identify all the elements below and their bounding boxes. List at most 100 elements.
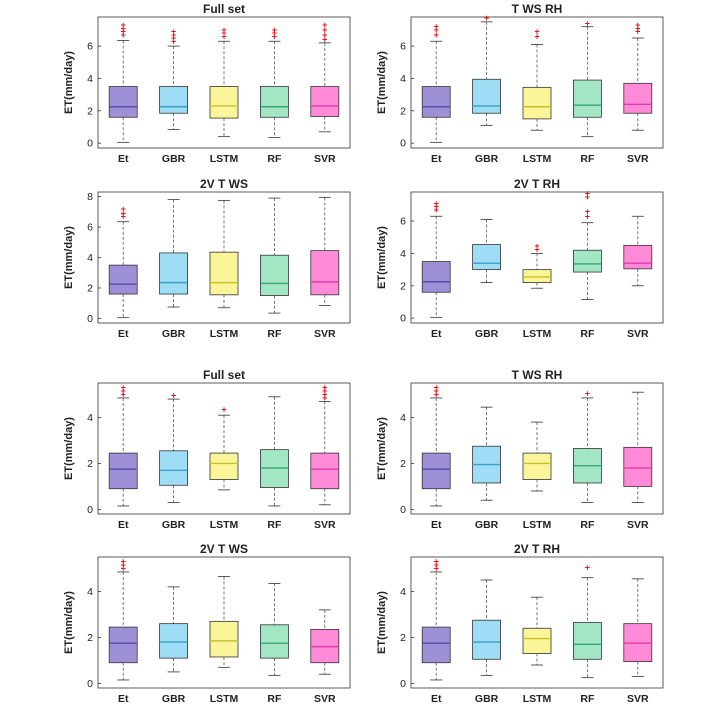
panel-title: Full set bbox=[203, 368, 245, 382]
panel-title: Full set bbox=[203, 2, 245, 16]
y-tick-label: 4 bbox=[87, 252, 93, 264]
outlier-marker: + bbox=[585, 562, 590, 572]
y-axis-label: ET(mm/day) bbox=[63, 591, 75, 654]
iqr-box bbox=[209, 620, 239, 658]
iqr-box bbox=[623, 244, 653, 270]
iqr-box bbox=[310, 452, 340, 490]
box-svr bbox=[623, 578, 653, 677]
x-tick-label: LSTM bbox=[523, 153, 552, 165]
iqr-box bbox=[209, 86, 239, 119]
outlier-marker: + bbox=[171, 36, 176, 46]
outlier-marker: + bbox=[121, 383, 126, 393]
plot-frame bbox=[410, 556, 664, 689]
outlier-marker: + bbox=[322, 25, 327, 35]
y-tick-label: 0 bbox=[400, 313, 406, 325]
outlier-marker: + bbox=[221, 404, 226, 414]
y-axis-label: ET(mm/day) bbox=[63, 226, 75, 289]
x-tick-label: LSTM bbox=[523, 328, 552, 340]
x-tick-label: LSTM bbox=[210, 693, 239, 705]
outlier-marker: + bbox=[635, 23, 640, 33]
outlier-marker: + bbox=[434, 205, 439, 215]
iqr-box bbox=[310, 250, 340, 296]
x-tick-label: GBR bbox=[162, 328, 186, 340]
box-rf: +++ bbox=[259, 25, 289, 138]
x-tick-label: RF bbox=[580, 328, 595, 340]
outlier-marker: + bbox=[534, 27, 539, 37]
y-tick-label: 2 bbox=[400, 632, 406, 644]
iqr-box bbox=[108, 626, 138, 664]
y-axis-label: ET(mm/day) bbox=[376, 51, 388, 114]
iqr-box bbox=[573, 79, 602, 118]
iqr-box bbox=[472, 244, 502, 271]
iqr-box bbox=[522, 452, 552, 480]
iqr-box bbox=[259, 86, 289, 118]
y-tick-label: 6 bbox=[87, 41, 93, 53]
x-tick-label: GBR bbox=[162, 519, 186, 531]
iqr-box bbox=[623, 446, 653, 487]
panel-2: T WS RH0246ET(mm/day)+++Et+GBR++LSTM+RF+… bbox=[376, 2, 664, 165]
box-et: +++ bbox=[108, 557, 138, 681]
y-tick-label: 2 bbox=[87, 458, 93, 470]
box-et: +++ bbox=[108, 383, 138, 507]
x-tick-label: SVR bbox=[627, 153, 649, 165]
x-tick-label: RF bbox=[267, 153, 282, 165]
box-et: +++ bbox=[421, 198, 451, 318]
x-tick-label: Et bbox=[118, 328, 129, 340]
outlier-marker: + bbox=[434, 386, 439, 396]
iqr-box bbox=[472, 78, 502, 114]
y-tick-label: 2 bbox=[87, 282, 93, 294]
iqr-box bbox=[522, 627, 552, 654]
outlier-marker: + bbox=[585, 192, 590, 202]
outlier-marker: + bbox=[434, 383, 439, 393]
panel-title: 2V T WS bbox=[200, 177, 248, 191]
x-tick-label: GBR bbox=[475, 693, 499, 705]
outlier-marker: + bbox=[171, 30, 176, 40]
iqr-box bbox=[623, 82, 653, 114]
outlier-marker: + bbox=[221, 28, 226, 38]
iqr-box bbox=[209, 251, 239, 296]
outlier-marker: + bbox=[272, 28, 277, 38]
outlier-marker: + bbox=[434, 563, 439, 573]
x-tick-label: SVR bbox=[314, 153, 336, 165]
box-svr bbox=[623, 391, 653, 503]
x-tick-label: Et bbox=[118, 519, 129, 531]
x-tick-label: Et bbox=[118, 693, 129, 705]
outlier-marker: + bbox=[434, 202, 439, 212]
iqr-box bbox=[573, 249, 602, 273]
outlier-marker: + bbox=[585, 211, 590, 221]
y-axis-label: ET(mm/day) bbox=[63, 417, 75, 480]
outlier-marker: + bbox=[121, 389, 126, 399]
y-tick-label: 4 bbox=[400, 73, 406, 85]
x-tick-label: RF bbox=[267, 693, 282, 705]
outlier-marker: + bbox=[322, 389, 327, 399]
box-gbr bbox=[159, 199, 189, 308]
y-tick-label: 2 bbox=[400, 280, 406, 292]
x-tick-label: LSTM bbox=[210, 519, 239, 531]
panel-title: 2V T RH bbox=[514, 542, 560, 556]
outlier-marker: + bbox=[635, 20, 640, 30]
panel-7: 2V T WS 0 2 4 ET(mm/day) +++ Et GBR LSTM RF SVR bbox=[63, 542, 351, 705]
y-tick-label: 2 bbox=[400, 105, 406, 117]
box-lstm bbox=[522, 421, 552, 492]
x-tick-label: LSTM bbox=[523, 519, 552, 531]
y-tick-label: 0 bbox=[87, 313, 93, 325]
x-tick-label: Et bbox=[431, 153, 442, 165]
outlier-marker: + bbox=[322, 383, 327, 393]
box-gbr bbox=[472, 579, 502, 676]
outlier-marker: + bbox=[121, 23, 126, 33]
outlier-marker: + bbox=[484, 13, 489, 23]
iqr-box bbox=[522, 86, 552, 120]
outlier-marker: + bbox=[171, 27, 176, 37]
outlier-marker: + bbox=[121, 211, 126, 221]
panel-title: 2V T WS bbox=[200, 542, 248, 556]
y-tick-label: 4 bbox=[87, 586, 93, 598]
box-et: +++ bbox=[421, 22, 451, 143]
box-et: +++ bbox=[421, 557, 451, 681]
y-axis-label: ET(mm/day) bbox=[376, 591, 388, 654]
box-lstm bbox=[522, 596, 552, 666]
outlier-marker: + bbox=[121, 27, 126, 37]
x-tick-label: Et bbox=[431, 519, 442, 531]
outlier-marker: + bbox=[534, 31, 539, 41]
